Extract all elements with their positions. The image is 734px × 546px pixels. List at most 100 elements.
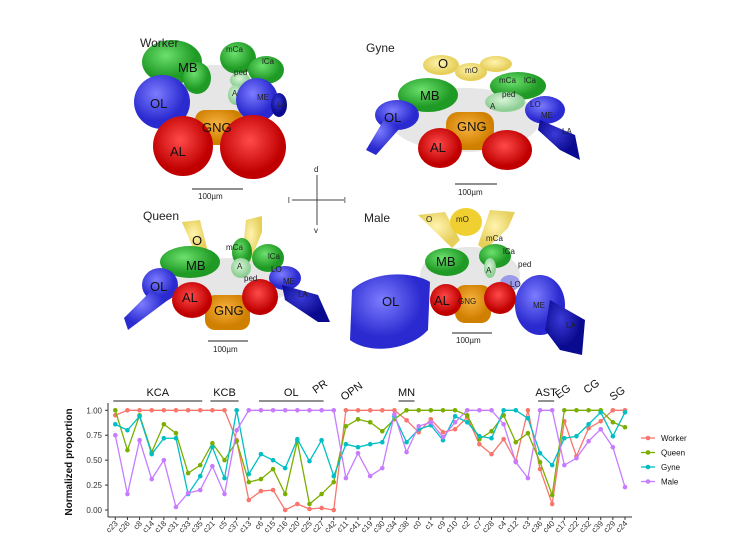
data-point <box>258 451 264 457</box>
data-point <box>270 487 276 493</box>
data-point <box>501 421 506 427</box>
data-point <box>125 491 130 497</box>
data-point <box>452 419 458 425</box>
data-point <box>197 487 203 493</box>
data-point <box>464 408 470 413</box>
data-point <box>586 438 591 444</box>
scale-bar-label: 100µm <box>198 192 223 201</box>
group-label: KCA <box>146 387 169 399</box>
series-lines <box>113 408 628 513</box>
data-point <box>489 435 494 441</box>
ocelli-median <box>455 63 487 81</box>
label-la: LA <box>562 127 572 136</box>
data-point <box>355 416 361 422</box>
gng <box>455 285 491 323</box>
legend: Worker Queen Gyne Male <box>641 434 687 487</box>
data-point <box>197 473 203 479</box>
data-point <box>367 408 373 413</box>
label-o: O <box>192 233 202 248</box>
data-point <box>234 427 239 433</box>
data-point <box>161 435 167 441</box>
data-point <box>574 455 579 461</box>
data-point <box>537 450 543 456</box>
gng <box>205 295 250 330</box>
data-point <box>161 421 167 427</box>
data-point <box>428 419 434 425</box>
label-al: AL <box>170 144 186 159</box>
mca-right <box>220 42 256 74</box>
data-point <box>404 408 409 413</box>
data-point <box>610 419 616 425</box>
label-ped: ped <box>244 274 257 283</box>
group-label: OL <box>284 387 299 399</box>
data-point <box>452 413 458 419</box>
data-point <box>549 408 555 413</box>
data-point <box>331 479 337 485</box>
data-point <box>258 408 264 413</box>
data-point <box>562 462 567 468</box>
y-tick-label: 0.00 <box>86 506 102 515</box>
data-point <box>137 413 142 419</box>
data-point <box>331 408 337 413</box>
data-point <box>173 435 179 441</box>
data-point <box>173 408 179 413</box>
ocelli-right <box>480 56 512 72</box>
data-point <box>501 436 506 442</box>
label-mb: MB <box>436 254 456 269</box>
data-point <box>489 451 494 457</box>
label-me: ME <box>533 301 545 310</box>
data-point <box>622 484 628 490</box>
data-point <box>549 501 555 507</box>
la-right <box>271 93 287 117</box>
label-gng: GNG <box>214 303 244 318</box>
ol-left <box>350 274 430 349</box>
al-right <box>482 130 532 170</box>
data-point <box>464 419 470 425</box>
lca-right <box>252 244 284 272</box>
data-point <box>343 408 349 413</box>
label-ped: ped <box>502 90 515 99</box>
mb-left <box>425 248 469 276</box>
brain-panel-queen: Queen O mCa lCa MB A ped OL LO ME LA AL … <box>124 209 330 354</box>
label-gng: GNG <box>458 297 476 306</box>
al-left <box>153 116 213 176</box>
data-point <box>343 441 349 447</box>
data-point <box>210 440 215 446</box>
label-lca: lCa <box>262 57 275 66</box>
data-point <box>440 429 446 435</box>
lca-right <box>248 56 284 84</box>
group-label: SG <box>608 385 628 404</box>
label-lo: LO <box>510 280 521 289</box>
y-tick-label: 1.00 <box>86 406 102 415</box>
data-point <box>295 408 300 413</box>
panel-title-gyne: Gyne <box>366 41 395 55</box>
panel-title-queen: Queen <box>143 209 179 223</box>
x-tick-label: c24 <box>614 519 630 535</box>
data-point <box>185 470 191 476</box>
label-mca: mCa <box>486 234 503 243</box>
label-ol: OL <box>382 294 399 309</box>
label-gng: GNG <box>457 119 487 134</box>
me-right <box>236 78 278 122</box>
data-point <box>392 411 397 417</box>
data-point <box>173 430 179 436</box>
data-point <box>525 430 531 436</box>
data-point <box>549 492 555 498</box>
label-a: A <box>237 262 243 271</box>
data-point <box>404 417 409 423</box>
data-point <box>282 408 288 413</box>
data-point <box>234 438 239 444</box>
legend-label: Gyne <box>661 463 681 472</box>
data-point <box>392 408 397 413</box>
data-point <box>319 408 324 413</box>
group-label: MN <box>398 387 415 399</box>
panel-title-male: Male <box>364 211 390 225</box>
la-right-tail <box>538 120 580 160</box>
legend-marker <box>645 450 651 455</box>
mb-left <box>398 78 458 112</box>
ol-left-tail <box>366 118 400 155</box>
data-point <box>513 459 519 465</box>
data-point <box>537 408 543 413</box>
data-point <box>246 497 252 503</box>
data-point <box>149 476 155 482</box>
